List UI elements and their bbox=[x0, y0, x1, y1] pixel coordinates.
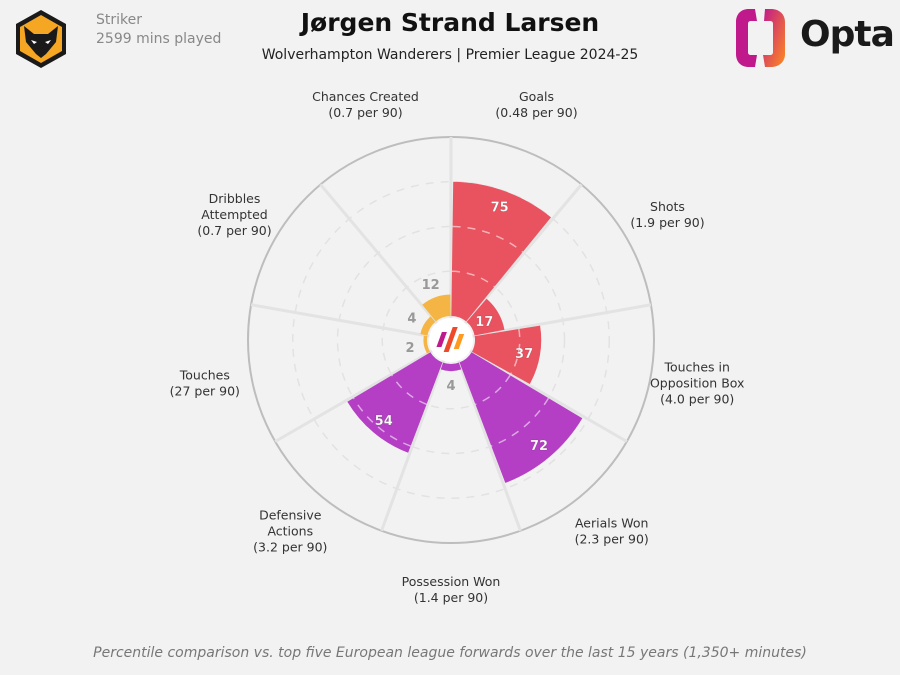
bar-chances-created bbox=[422, 294, 451, 322]
category-label-line: (1.4 per 90) bbox=[414, 590, 488, 605]
category-label-line: Touches bbox=[179, 367, 230, 382]
bar-gridline bbox=[510, 328, 521, 374]
gridline-circle bbox=[336, 225, 566, 455]
category-label: Chances Created (0.7 per 90) bbox=[312, 89, 419, 120]
category-label: Touches (27 per 90) bbox=[170, 367, 240, 398]
footnote: Percentile comparison vs. top five Europ… bbox=[93, 645, 807, 661]
minutes-played: 2599 mins played bbox=[96, 31, 222, 47]
category-label-line: Actions bbox=[267, 524, 313, 539]
category-label-line: Possession Won bbox=[402, 574, 501, 589]
category-label: Possession Won (1.4 per 90) bbox=[402, 574, 501, 605]
spoke-line bbox=[250, 303, 452, 342]
category-label-line: Dribbles bbox=[209, 191, 261, 206]
spoke-line bbox=[450, 303, 652, 342]
spoke-line bbox=[380, 339, 453, 532]
percentile-label: 54 bbox=[375, 414, 393, 429]
mark-bar bbox=[453, 334, 465, 349]
category-label: Shots (1.9 per 90) bbox=[630, 199, 704, 230]
bar-gridline bbox=[451, 270, 495, 288]
bar-touches bbox=[423, 335, 431, 354]
category-label-line: (27 per 90) bbox=[170, 383, 240, 398]
bar-gridline bbox=[452, 225, 524, 253]
category-label-line: (0.7 per 90) bbox=[328, 105, 402, 120]
player-info: Striker 2599 mins played bbox=[96, 11, 221, 49]
opta-wordmark: Opta bbox=[800, 14, 895, 55]
spoke-line bbox=[319, 183, 453, 341]
bars bbox=[347, 181, 583, 483]
bar-dribbles-attempted bbox=[420, 316, 436, 336]
category-label-line: (0.7 per 90) bbox=[197, 223, 271, 238]
percentile-label: 72 bbox=[530, 439, 548, 454]
percentile-label: 2 bbox=[406, 341, 415, 356]
bar-aerials-won bbox=[459, 352, 583, 483]
player-position: Striker bbox=[96, 12, 142, 28]
bar-gridline bbox=[391, 374, 427, 405]
bar-goals bbox=[451, 181, 552, 322]
percentile-label: 12 bbox=[422, 278, 440, 293]
percentile-label: 4 bbox=[407, 311, 416, 326]
opta-mark-icon bbox=[436, 327, 465, 352]
percentile-label: 75 bbox=[491, 200, 509, 215]
subtitle: Wolverhampton Wanderers | Premier League… bbox=[261, 47, 639, 63]
bar-gridline bbox=[352, 397, 411, 447]
category-label-line: Touches in bbox=[663, 359, 729, 374]
bar-touches-in-opposition-box bbox=[471, 325, 542, 385]
category-label-line: Goals bbox=[519, 89, 554, 104]
bar-gridline bbox=[491, 397, 550, 447]
category-label-line: (1.9 per 90) bbox=[630, 215, 704, 230]
spoke-line bbox=[449, 183, 583, 341]
category-label: Dribbles Attempted (0.7 per 90) bbox=[197, 191, 271, 238]
gridline-circle bbox=[292, 181, 610, 499]
spoke-line bbox=[449, 339, 522, 532]
category-label-line: Chances Created bbox=[312, 89, 419, 104]
spoke-line bbox=[274, 338, 452, 443]
category-label-line: Aerials Won bbox=[575, 516, 648, 531]
percentile-label: 4 bbox=[446, 379, 455, 394]
bar-defensive-actions bbox=[347, 352, 443, 453]
bar-gridline bbox=[475, 374, 511, 405]
mark-bar bbox=[436, 332, 447, 347]
category-label: Goals (0.48 per 90) bbox=[495, 89, 577, 120]
category-label-line: Shots bbox=[650, 199, 685, 214]
category-label-line: (4.0 per 90) bbox=[660, 391, 734, 406]
category-label: Aerials Won (2.3 per 90) bbox=[575, 516, 649, 547]
spoke-line bbox=[450, 338, 628, 443]
wolves-crest-icon bbox=[16, 10, 66, 68]
page-title: Jørgen Strand Larsen bbox=[300, 8, 600, 37]
mark-bar bbox=[443, 327, 458, 352]
category-label-line: (0.48 per 90) bbox=[495, 105, 577, 120]
percentile-label: 17 bbox=[475, 315, 493, 330]
category-label: Defensive Actions (3.2 per 90) bbox=[253, 508, 327, 555]
category-label: Touches in Opposition Box (4.0 per 90) bbox=[650, 359, 745, 406]
category-label-line: (2.3 per 90) bbox=[575, 532, 649, 547]
bar-possession-won bbox=[440, 362, 462, 372]
bar-shots bbox=[466, 298, 505, 336]
category-label-line: Opposition Box bbox=[650, 375, 745, 390]
category-label-line: Attempted bbox=[201, 207, 267, 222]
category-label-line: (3.2 per 90) bbox=[253, 540, 327, 555]
opta-logo-icon bbox=[736, 9, 785, 67]
category-label-line: Defensive bbox=[259, 508, 322, 523]
percentile-label: 37 bbox=[515, 347, 533, 362]
